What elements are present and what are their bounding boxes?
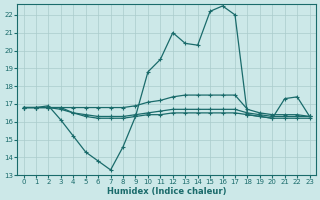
X-axis label: Humidex (Indice chaleur): Humidex (Indice chaleur) <box>107 187 226 196</box>
